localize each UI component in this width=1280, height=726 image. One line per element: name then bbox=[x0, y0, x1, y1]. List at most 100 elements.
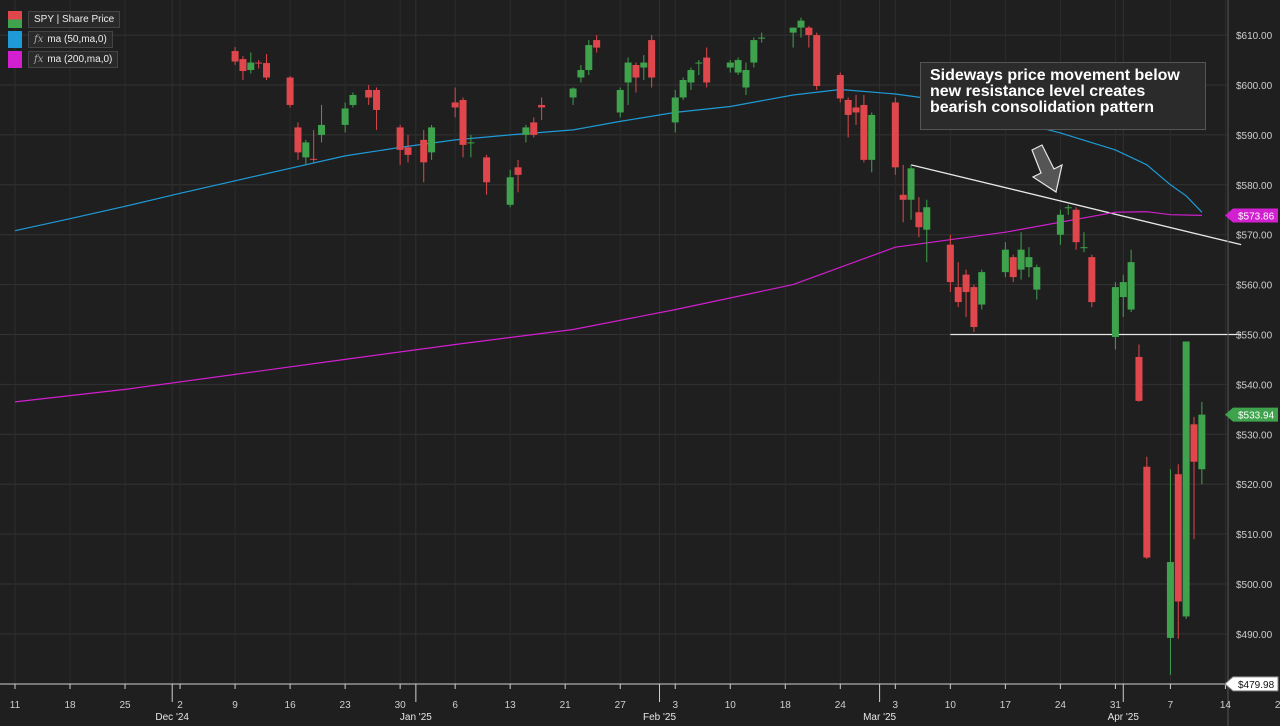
candle bbox=[1088, 254, 1096, 308]
candle bbox=[1119, 274, 1127, 318]
grid-lines bbox=[0, 0, 1280, 684]
candle bbox=[687, 67, 695, 90]
candle-body bbox=[396, 127, 404, 150]
candle bbox=[1190, 416, 1198, 540]
x-axis: 11 18 25 2 9 16 23 30 6 13 21 27 3 10 18 24 3 10 17 24 31 7 14… bbox=[0, 683, 1280, 723]
y-tick-label: $520.00 bbox=[1236, 480, 1273, 491]
candle-body bbox=[789, 27, 797, 33]
candle bbox=[907, 164, 915, 220]
candle bbox=[860, 94, 868, 163]
y-tick-label: $590.00 bbox=[1236, 131, 1273, 142]
candle-body bbox=[891, 102, 899, 168]
candle-body bbox=[459, 99, 467, 145]
candle bbox=[813, 32, 821, 90]
candle-body bbox=[671, 97, 679, 123]
candle-body bbox=[907, 168, 915, 200]
candle-body bbox=[742, 70, 750, 88]
x-tick-label: 31 bbox=[1110, 700, 1122, 711]
candle-body bbox=[734, 60, 742, 73]
price-tag: $533.94 bbox=[1225, 407, 1278, 422]
candle bbox=[836, 72, 844, 103]
candle-body bbox=[923, 207, 931, 230]
candle bbox=[1111, 282, 1119, 350]
candle-body bbox=[263, 63, 271, 78]
candle-body bbox=[1088, 257, 1096, 303]
candle bbox=[365, 85, 373, 105]
price-tag: $479.98 bbox=[1224, 676, 1279, 692]
candle-body bbox=[813, 35, 821, 86]
candle-body bbox=[1001, 249, 1009, 273]
month-label: Feb '25 bbox=[643, 712, 676, 723]
candle-body bbox=[310, 158, 318, 160]
legend-label-ma50: ma (50,ma,0) bbox=[47, 34, 107, 45]
candle bbox=[970, 284, 978, 333]
candle bbox=[758, 32, 766, 43]
candle-body bbox=[514, 167, 522, 175]
candle bbox=[467, 134, 475, 158]
candle bbox=[640, 55, 648, 81]
candle bbox=[577, 65, 585, 83]
candle bbox=[569, 87, 577, 105]
candle-body bbox=[483, 157, 491, 183]
month-label: Jan '25 bbox=[400, 712, 432, 723]
x-tick-label: 24 bbox=[835, 700, 847, 711]
candle bbox=[868, 112, 876, 173]
x-tick-label: 18 bbox=[64, 700, 76, 711]
candle bbox=[632, 62, 640, 93]
candle-body bbox=[1190, 424, 1198, 462]
candle-body bbox=[915, 212, 923, 228]
candle bbox=[428, 124, 436, 160]
candle bbox=[247, 52, 255, 74]
price-tags: $573.86 $533.94 $479.98 bbox=[1224, 208, 1279, 692]
x-tick-label: 24 bbox=[1055, 700, 1067, 711]
candle bbox=[695, 60, 703, 76]
candle bbox=[899, 164, 907, 223]
candle bbox=[1198, 401, 1206, 485]
legend-item-ma50[interactable]: fx ma (50,ma,0) bbox=[8, 30, 120, 49]
legend-item-price[interactable]: SPY | Share Price bbox=[8, 10, 121, 29]
candle bbox=[1166, 469, 1174, 675]
y-tick-label: $510.00 bbox=[1236, 530, 1273, 541]
candle-body bbox=[239, 59, 247, 72]
x-tick-label: 13 bbox=[505, 700, 517, 711]
y-tick-label: $540.00 bbox=[1236, 380, 1273, 391]
legend-item-ma200[interactable]: fx ma (200,ma,0) bbox=[8, 50, 120, 69]
candle bbox=[538, 97, 546, 120]
candle bbox=[483, 154, 491, 195]
candle bbox=[915, 197, 923, 238]
x-tick-label: 17 bbox=[1000, 700, 1012, 711]
candle-body bbox=[231, 51, 239, 62]
x-tick-label: 3 bbox=[672, 700, 678, 711]
candle bbox=[585, 40, 593, 76]
candle-body bbox=[451, 102, 459, 108]
candle-body bbox=[648, 40, 656, 78]
arrow-shape bbox=[1031, 144, 1063, 193]
candle bbox=[530, 117, 538, 138]
month-label: Mar '25 bbox=[863, 712, 896, 723]
candle bbox=[318, 104, 326, 143]
y-tick-label: $490.00 bbox=[1236, 630, 1273, 641]
candle-body bbox=[946, 244, 954, 283]
candle bbox=[1080, 232, 1088, 253]
candle bbox=[962, 269, 970, 318]
candle-body bbox=[318, 124, 326, 135]
candles bbox=[231, 17, 1206, 675]
candle-body bbox=[844, 99, 852, 115]
candle bbox=[231, 47, 239, 66]
candle-body bbox=[404, 147, 412, 155]
candle-body bbox=[616, 89, 624, 113]
candle-body bbox=[978, 272, 986, 305]
price-tag-box bbox=[1225, 208, 1278, 223]
candle bbox=[797, 17, 805, 38]
candle bbox=[1072, 207, 1080, 250]
candle-body bbox=[750, 40, 758, 63]
x-tick-label: 23 bbox=[340, 700, 352, 711]
candle bbox=[506, 169, 514, 208]
x-tick-label: 18 bbox=[780, 700, 792, 711]
candle bbox=[239, 56, 247, 81]
candle bbox=[1127, 249, 1135, 313]
candle bbox=[310, 129, 318, 163]
month-label: Apr '25 bbox=[1108, 712, 1140, 723]
moving-averages bbox=[14, 88, 1203, 403]
candle-body bbox=[1135, 356, 1143, 401]
